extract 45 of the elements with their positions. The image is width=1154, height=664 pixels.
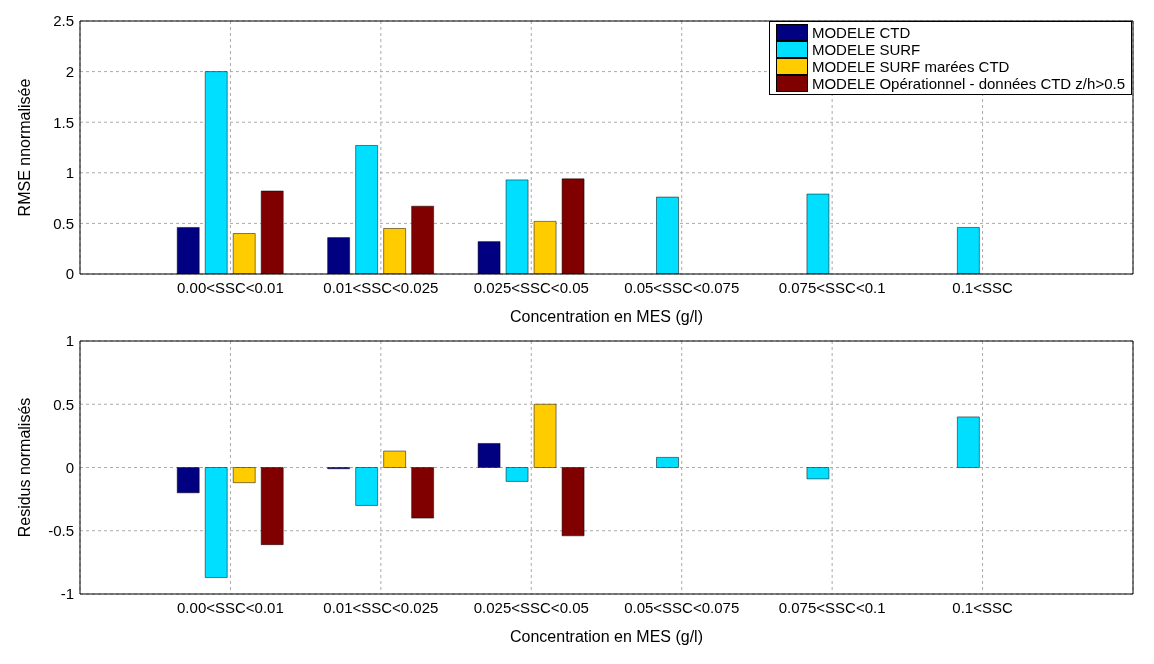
x-tick-label: 0.05<SSC<0.075 (624, 598, 740, 616)
bar (561, 467, 585, 537)
legend-label: MODELE SURF (811, 41, 921, 58)
y-tick-label: -1 (60, 585, 74, 603)
x-tick-label: 0.075<SSC<0.1 (778, 598, 886, 616)
bar (505, 467, 529, 482)
bar (656, 457, 679, 468)
bar (411, 467, 434, 519)
x-tick-label: 0.025<SSC<0.05 (473, 598, 589, 616)
x-tick-label: 0.075<SSC<0.1 (778, 278, 886, 296)
x-tick-label: 0.025<SSC<0.05 (473, 278, 589, 296)
x-tick-label: 0.00<SSC<0.01 (177, 598, 284, 616)
bar (533, 404, 557, 468)
bar (806, 467, 830, 480)
x-tick-label: 0.05<SSC<0.075 (624, 278, 740, 296)
legend-label: MODELE CTD (811, 24, 911, 41)
x-tick-label: 0.01<SSC<0.025 (323, 598, 439, 616)
bar (383, 450, 406, 468)
bar (232, 467, 256, 483)
y-tick-label: 1 (65, 332, 74, 350)
y-tick-label: 0.5 (53, 395, 74, 413)
bar (957, 416, 980, 468)
y-axis-title: Residus normalisés (15, 397, 33, 538)
bar (176, 467, 200, 494)
bar (260, 467, 284, 545)
y-tick-label: 0 (65, 265, 74, 283)
y-tick-label: 0 (65, 458, 74, 476)
y-tick-label: 1 (65, 164, 74, 182)
y-tick-label: 1.5 (53, 113, 74, 131)
bar (355, 467, 378, 506)
y-axis-title: RMSE nnormalisée (15, 78, 33, 217)
y-tick-label: 2.5 (53, 12, 74, 30)
bar (477, 443, 501, 468)
y-tick-label: -0.5 (48, 522, 74, 540)
legend-label: MODELE Opérationnel - données CTD z/h>0.5 (811, 75, 1125, 92)
x-axis-title: Concentration en MES (g/l) (510, 308, 703, 325)
x-tick-label: 0.1<SSC (952, 278, 1013, 296)
x-tick-label: 0.01<SSC<0.025 (323, 278, 439, 296)
y-tick-label: 0.5 (53, 214, 74, 232)
x-tick-label: 0.00<SSC<0.01 (177, 278, 284, 296)
legend-label: MODELE SURF marées CTD (811, 58, 1010, 75)
x-tick-label: 0.1<SSC (952, 598, 1013, 616)
y-tick-label: 2 (65, 62, 74, 80)
bar (204, 467, 228, 578)
x-axis-title: Concentration en MES (g/l) (510, 628, 703, 645)
